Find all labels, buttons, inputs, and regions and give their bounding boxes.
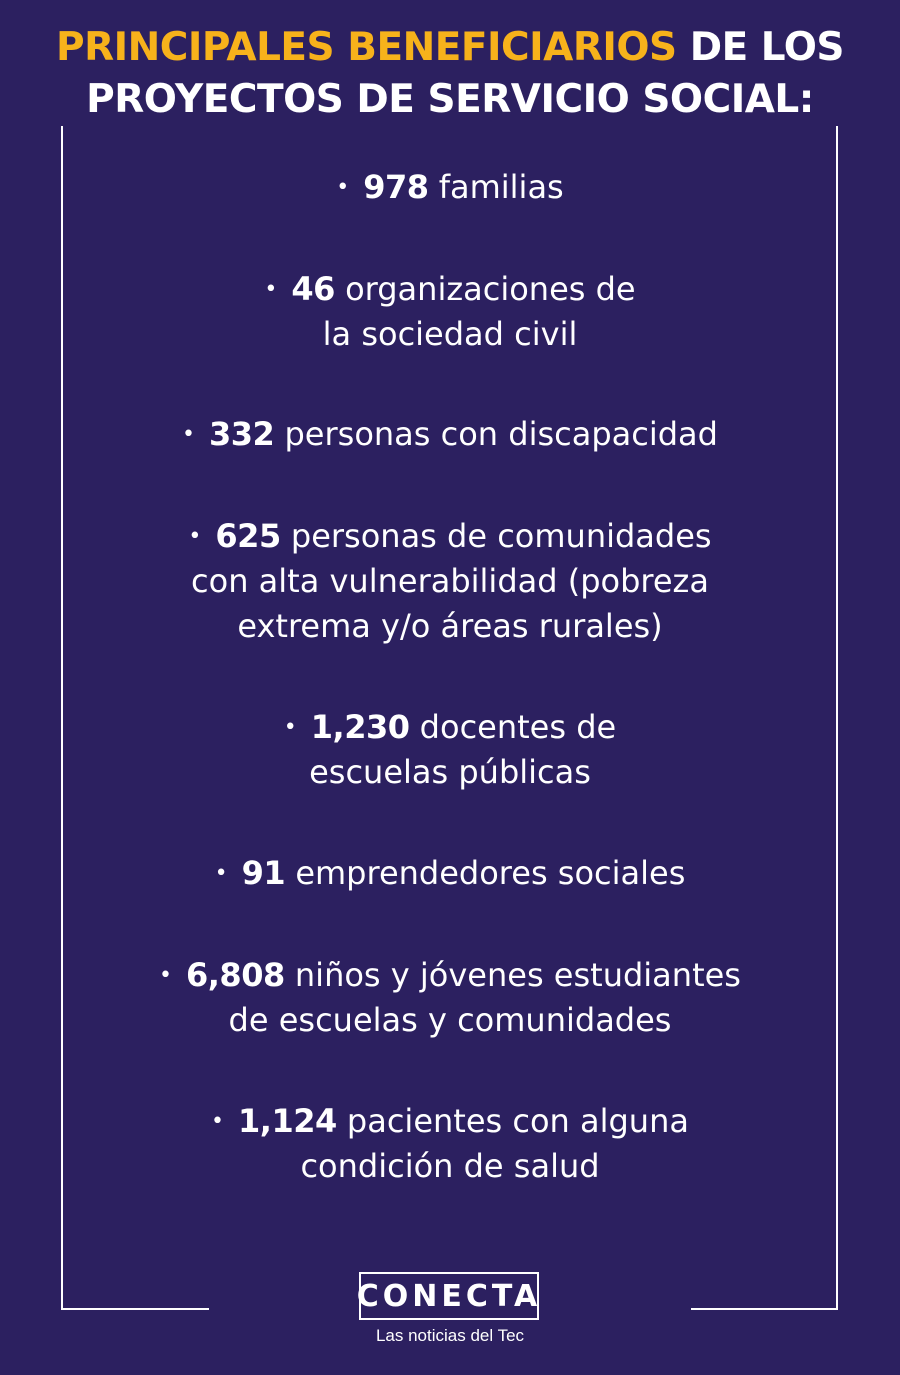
conecta-logo: CONECTA bbox=[357, 1272, 539, 1320]
item-text: docentes de bbox=[419, 708, 617, 746]
item-text-line2: la sociedad civil bbox=[322, 315, 578, 353]
page-title: PRINCIPALES BENEFICIARIOS DE LOS PROYECT… bbox=[0, 22, 900, 126]
title-rest-line1: DE LOS bbox=[689, 25, 845, 70]
bullet-icon: • bbox=[182, 422, 196, 447]
frame-bottom-right-line bbox=[691, 1308, 838, 1310]
bullet-icon: • bbox=[336, 175, 350, 200]
list-item: • 1,230 docentes de escuelas públicas bbox=[62, 705, 838, 795]
list-item: • 332 personas con discapacidad bbox=[62, 412, 838, 457]
title-line2: PROYECTOS DE SERVICIO SOCIAL: bbox=[86, 77, 814, 122]
item-text: personas de comunidades bbox=[290, 517, 712, 555]
bullet-icon: • bbox=[264, 277, 278, 302]
item-number: 6,808 bbox=[186, 956, 285, 994]
item-text-line2: condición de salud bbox=[300, 1147, 600, 1185]
logo-tagline: Las noticias del Tec bbox=[375, 1326, 525, 1345]
item-number: 46 bbox=[291, 270, 335, 308]
bullet-icon: • bbox=[211, 1109, 225, 1134]
list-item: • 46 organizaciones de la sociedad civil bbox=[62, 267, 838, 357]
title-highlight: PRINCIPALES BENEFICIARIOS bbox=[55, 25, 677, 70]
bullet-icon: • bbox=[188, 524, 202, 549]
item-number: 91 bbox=[241, 854, 286, 892]
bullet-icon: • bbox=[214, 861, 228, 886]
item-text-line3: extrema y/o áreas rurales) bbox=[237, 607, 663, 645]
list-item: • 978 familias bbox=[62, 165, 838, 210]
frame-right-line bbox=[836, 60, 838, 1310]
item-text: familias bbox=[438, 168, 564, 206]
item-text: emprendedores sociales bbox=[295, 854, 686, 892]
bullet-icon: • bbox=[159, 963, 172, 988]
item-number: 978 bbox=[363, 168, 429, 206]
item-number: 1,230 bbox=[310, 708, 410, 746]
item-text: personas con discapacidad bbox=[284, 415, 718, 453]
item-number: 1,124 bbox=[238, 1102, 337, 1140]
list-item: • 91 emprendedores sociales bbox=[62, 851, 838, 896]
bullet-icon: • bbox=[283, 715, 297, 740]
item-text: pacientes con alguna bbox=[346, 1102, 689, 1140]
item-text: niños y jóvenes estudiantes bbox=[294, 956, 741, 994]
item-text-line2: de escuelas y comunidades bbox=[228, 1001, 672, 1039]
list-item: • 1,124 pacientes con alguna condición de… bbox=[62, 1099, 838, 1189]
item-number: 625 bbox=[215, 517, 281, 555]
list-item: • 6,808 niños y jóvenes estudiantes de es… bbox=[62, 953, 838, 1043]
item-text: organizaciones de bbox=[345, 270, 636, 308]
item-number: 332 bbox=[209, 415, 275, 453]
item-text-line2: escuelas públicas bbox=[309, 753, 591, 791]
list-item: • 625 personas de comunidades con alta vu… bbox=[62, 514, 838, 649]
frame-bottom-left-line bbox=[61, 1308, 209, 1310]
item-text-line2: con alta vulnerabilidad (pobreza bbox=[191, 562, 709, 600]
frame-left-line bbox=[61, 60, 63, 1310]
